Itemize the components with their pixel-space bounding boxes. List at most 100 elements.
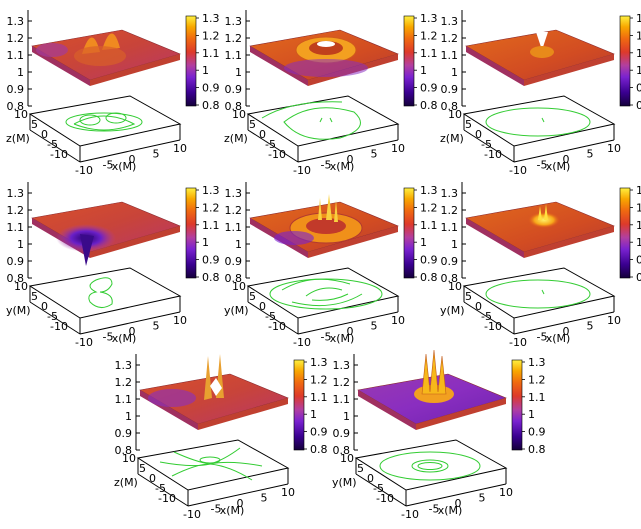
z-tick-label: 0.8 [225, 272, 243, 285]
colorbar-tick-label: 0.9 [636, 254, 641, 267]
colorbar-tick-label: 0.9 [202, 254, 220, 267]
x-tick-label: 10 [173, 314, 187, 327]
colorbar-tick-label: 0.9 [310, 426, 328, 439]
y-tick-label: 5 [139, 462, 146, 475]
x-axis-label: x(M) [546, 160, 571, 173]
x-tick-label: -5 [103, 159, 114, 172]
colorbar-tick-label: 0.8 [420, 271, 438, 284]
z-tick-label: 0.8 [441, 100, 459, 113]
y-tick-label: -5 [265, 138, 276, 151]
y-tick-label: 10 [232, 280, 246, 293]
x-tick-label: -10 [75, 164, 93, 177]
x-axis: -10 -5 0 5 10 x(M) [509, 142, 621, 177]
colorbar: 1.3 1.2 1.1 1 0.9 0.8 [185, 12, 220, 112]
x-axis-label: x(M) [330, 332, 355, 345]
contour-lines [261, 101, 361, 140]
y-tick-label: 0 [149, 472, 156, 485]
colorbar-tick-label: 1 [420, 236, 427, 249]
y-axis-label: z(M) [224, 132, 248, 145]
colorbar-tick-label: 1 [636, 236, 641, 249]
colorbar-tick-label: 1 [420, 64, 427, 77]
z-tick-label: 0.8 [333, 444, 351, 457]
colorbar: 1.3 1.2 1.1 1 0.9 0.8 [403, 12, 438, 112]
surface [249, 29, 399, 86]
y-tick-label: 5 [357, 462, 364, 475]
colorbar-tick-label: 0.9 [636, 82, 641, 95]
x-tick-label: -10 [293, 164, 311, 177]
colorbar-tick-label: 1.3 [528, 356, 546, 369]
z-tick-label: 1.2 [7, 32, 25, 45]
contour-plane [246, 95, 400, 163]
y-tick-label: 10 [448, 280, 462, 293]
z-tick-label: 1.2 [225, 204, 243, 217]
colorbar-tick-label: 0.8 [528, 443, 546, 456]
z-axis: 0.8 0.9 1 1.1 1.2 1.3 [225, 182, 250, 285]
y-axis-label: z(M) [6, 132, 30, 145]
x-tick-label: 0 [563, 325, 570, 338]
colorbar-tick-label: 0.8 [420, 99, 438, 112]
x-tick-label: -5 [537, 331, 548, 344]
x-axis-label: x(M) [330, 160, 355, 173]
y-tick-label: -5 [47, 310, 58, 323]
contour-plane [28, 95, 182, 163]
contour-lines [379, 451, 481, 481]
x-tick-label: 10 [499, 486, 513, 499]
z-tick-label: 0.9 [333, 427, 351, 440]
x-axis: -10 -5 0 5 10 x(M) [401, 486, 513, 521]
y-tick-label: 10 [340, 452, 354, 465]
z-axis: 0.8 0.9 1 1.1 1.2 1.3 [115, 354, 140, 457]
colorbar-tick-label: 1.1 [636, 47, 641, 60]
colorbar-tick-label: 1.2 [636, 201, 641, 214]
surface [139, 354, 289, 430]
x-axis-label: x(M) [438, 504, 463, 517]
colorbar-tick-label: 1 [202, 64, 209, 77]
contour-lines [159, 447, 263, 481]
colorbar-tick-label: 1 [528, 408, 535, 421]
y-tick-label: -10 [158, 492, 176, 505]
z-tick-label: 1 [451, 66, 458, 79]
panel-2: 0.80.911.11.21.3 1.31.21.110.90.81050-5-1… [224, 10, 438, 177]
x-tick-label: 0 [237, 497, 244, 510]
surface [357, 349, 507, 430]
panel-5: 0.80.911.11.21.3 1.31.21.110.90.81050-5-1… [224, 182, 438, 349]
x-axis-label: x(M) [220, 504, 245, 517]
colorbar-tick-label: 1.3 [202, 12, 220, 25]
colorbar-tick-label: 1.1 [528, 391, 546, 404]
z-tick-label: 1.2 [225, 32, 243, 45]
x-tick-label: -5 [103, 331, 114, 344]
surface [249, 194, 399, 258]
colorbar-tick-label: 0.9 [528, 426, 546, 439]
colorbar-tick-label: 1.2 [420, 29, 438, 42]
y-tick-label: 5 [31, 118, 38, 131]
colorbar-tick-label: 1.2 [420, 201, 438, 214]
z-tick-label: 1.1 [115, 393, 133, 406]
x-tick-label: 5 [153, 320, 160, 333]
z-tick-label: 0.8 [7, 272, 25, 285]
x-tick-label: 10 [391, 142, 405, 155]
x-axis-label: x(M) [546, 332, 571, 345]
colorbar-tick-label: 1.2 [202, 201, 220, 214]
z-tick-label: 0.9 [441, 83, 459, 96]
z-axis: 0.8 0.9 1 1.1 1.2 1.3 [441, 182, 466, 285]
z-tick-label: 1.3 [225, 187, 243, 200]
colorbar: 1.3 1.2 1.1 1 0.9 0.8 [619, 12, 641, 112]
panel-7: 0.80.911.11.21.3 1.31.21.110.90.81050-5-1… [114, 354, 328, 521]
colorbar-tick-label: 1.3 [420, 12, 438, 25]
x-tick-label: 10 [607, 142, 621, 155]
y-tick-label: 0 [475, 300, 482, 313]
surface [465, 201, 615, 258]
y-tick-label: 5 [465, 290, 472, 303]
y-tick-label: 0 [259, 128, 266, 141]
colorbar: 1.3 1.2 1.1 1 0.9 0.8 [403, 184, 438, 284]
colorbar-tick-label: 1 [310, 408, 317, 421]
z-tick-label: 0.8 [441, 272, 459, 285]
y-tick-label: 10 [14, 108, 28, 121]
z-tick-label: 1.3 [333, 359, 351, 372]
x-tick-label: -10 [401, 508, 419, 521]
x-tick-label: 0 [347, 153, 354, 166]
colorbar-tick-label: 1.3 [636, 12, 641, 25]
